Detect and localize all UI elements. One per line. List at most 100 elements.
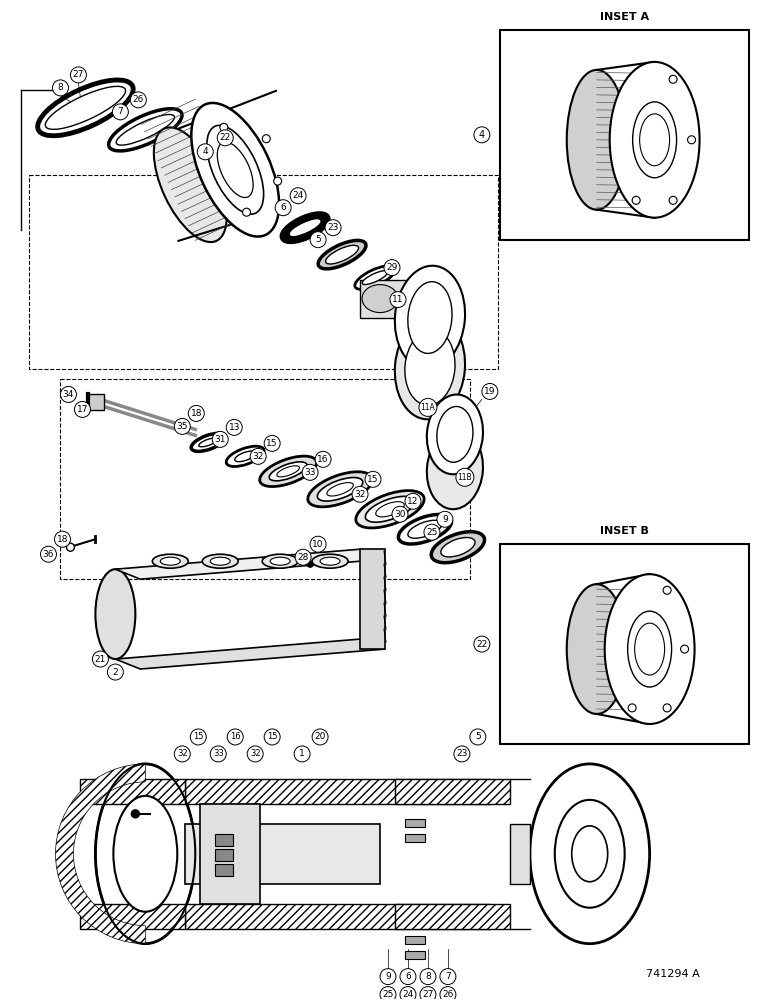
Text: 17: 17	[76, 405, 88, 414]
Ellipse shape	[437, 406, 473, 462]
Polygon shape	[115, 549, 385, 579]
Bar	[405, 936, 425, 944]
Text: 32: 32	[177, 749, 188, 758]
Ellipse shape	[427, 429, 483, 509]
Ellipse shape	[530, 764, 649, 944]
Text: 11B: 11B	[458, 473, 472, 482]
Text: 36: 36	[42, 550, 54, 559]
Circle shape	[365, 471, 381, 487]
Ellipse shape	[572, 826, 608, 882]
Bar	[185, 824, 380, 884]
Circle shape	[107, 664, 124, 680]
Bar	[200, 804, 260, 904]
Circle shape	[294, 746, 310, 762]
Ellipse shape	[259, 456, 317, 487]
Circle shape	[290, 188, 306, 204]
Ellipse shape	[467, 412, 473, 418]
Ellipse shape	[152, 554, 188, 568]
Ellipse shape	[688, 136, 696, 144]
Polygon shape	[80, 904, 185, 929]
Text: 34: 34	[63, 390, 74, 399]
Circle shape	[60, 386, 76, 402]
Ellipse shape	[610, 62, 699, 218]
Circle shape	[474, 127, 490, 143]
Ellipse shape	[277, 466, 300, 477]
Ellipse shape	[681, 645, 689, 653]
Text: 32: 32	[250, 749, 260, 758]
Text: 18: 18	[191, 409, 202, 418]
Text: 15: 15	[367, 475, 379, 484]
Text: 28: 28	[297, 553, 309, 562]
Ellipse shape	[210, 557, 230, 565]
Circle shape	[420, 969, 436, 985]
Bar	[360, 280, 410, 318]
Text: 9: 9	[442, 515, 448, 524]
Circle shape	[420, 987, 436, 1000]
Circle shape	[93, 651, 108, 667]
Ellipse shape	[635, 623, 665, 675]
Circle shape	[400, 969, 416, 985]
Text: 33: 33	[304, 468, 316, 477]
Text: 24: 24	[402, 990, 414, 999]
Text: 35: 35	[177, 422, 188, 431]
Text: 4: 4	[479, 130, 485, 140]
Circle shape	[325, 220, 341, 236]
Circle shape	[74, 401, 90, 417]
Circle shape	[424, 524, 440, 540]
Ellipse shape	[408, 282, 452, 353]
Text: 27: 27	[73, 70, 84, 79]
Ellipse shape	[96, 764, 195, 944]
Ellipse shape	[270, 557, 290, 565]
Polygon shape	[185, 904, 490, 929]
Circle shape	[174, 418, 190, 434]
Circle shape	[384, 260, 400, 276]
Bar	[215, 864, 233, 876]
Ellipse shape	[283, 215, 327, 241]
Text: 19: 19	[484, 387, 496, 396]
Circle shape	[52, 80, 69, 96]
Bar	[405, 819, 425, 827]
Text: 16: 16	[230, 732, 241, 741]
Circle shape	[70, 67, 86, 83]
Circle shape	[474, 636, 490, 652]
Ellipse shape	[365, 496, 415, 522]
Text: 20: 20	[314, 732, 326, 741]
Circle shape	[456, 468, 474, 486]
Text: 31: 31	[215, 435, 226, 444]
Circle shape	[400, 987, 416, 1000]
Text: 8: 8	[425, 972, 431, 981]
Circle shape	[174, 746, 190, 762]
Circle shape	[190, 729, 206, 745]
Ellipse shape	[408, 520, 442, 538]
Text: 26: 26	[133, 95, 144, 104]
Ellipse shape	[628, 704, 636, 712]
Ellipse shape	[669, 75, 677, 83]
Circle shape	[390, 292, 406, 308]
Circle shape	[482, 383, 498, 399]
Circle shape	[113, 104, 128, 120]
Ellipse shape	[318, 240, 366, 269]
Text: 11A: 11A	[421, 403, 435, 412]
Text: 741294 A: 741294 A	[646, 969, 699, 979]
Text: 1: 1	[300, 749, 305, 758]
Text: 9: 9	[385, 972, 391, 981]
Ellipse shape	[327, 483, 354, 496]
Text: 32: 32	[252, 452, 264, 461]
Ellipse shape	[604, 574, 695, 724]
Circle shape	[275, 200, 291, 216]
Text: 5: 5	[475, 732, 481, 741]
Circle shape	[40, 546, 56, 562]
Polygon shape	[395, 904, 510, 929]
Polygon shape	[80, 779, 185, 804]
Circle shape	[312, 729, 328, 745]
Ellipse shape	[320, 557, 340, 565]
Bar	[60, 379, 470, 579]
Circle shape	[247, 746, 263, 762]
Text: 18: 18	[56, 535, 68, 544]
Circle shape	[198, 144, 213, 160]
Bar	[499, 30, 750, 240]
Bar	[400, 318, 455, 367]
Text: 8: 8	[58, 83, 63, 92]
Text: 15: 15	[267, 732, 277, 741]
Bar	[29, 175, 498, 369]
